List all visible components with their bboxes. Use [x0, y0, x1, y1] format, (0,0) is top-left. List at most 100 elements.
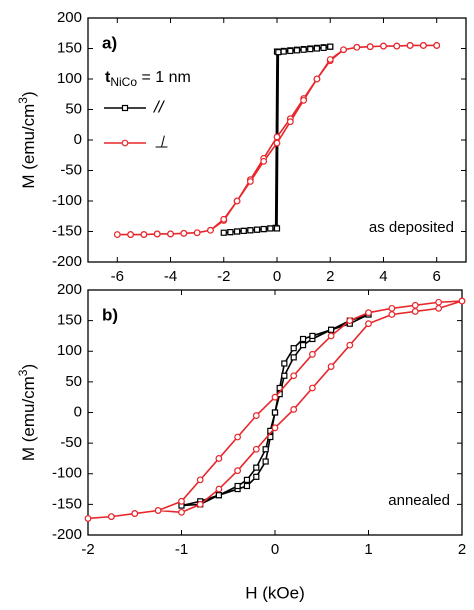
marker — [233, 197, 241, 205]
marker — [252, 445, 260, 453]
marker — [380, 42, 387, 50]
marker — [262, 446, 269, 453]
y-label-text: M (emu/cm — [19, 104, 38, 189]
marker — [309, 384, 316, 392]
marker — [196, 500, 204, 508]
marker — [411, 301, 419, 309]
marker — [388, 311, 396, 318]
panel-label: a) — [102, 33, 117, 52]
y-tick-label: -150 — [52, 222, 82, 239]
marker — [220, 229, 227, 236]
x-axis-label: H (kOe) — [245, 583, 305, 602]
marker — [180, 229, 188, 237]
marker — [253, 226, 261, 233]
marker — [178, 497, 185, 505]
marker — [281, 372, 288, 379]
y-tick-label: 150 — [57, 39, 82, 56]
marker — [420, 42, 427, 49]
marker — [253, 473, 260, 480]
marker — [290, 406, 298, 413]
marker — [458, 297, 466, 305]
marker — [247, 227, 254, 234]
marker — [207, 226, 214, 234]
marker — [140, 231, 148, 238]
y-label-sup: 3 — [16, 369, 30, 376]
marker — [435, 304, 443, 312]
marker — [260, 225, 267, 233]
y-tick-label: 0 — [74, 131, 82, 148]
marker — [327, 363, 335, 370]
y-tick-label: -100 — [52, 192, 82, 209]
marker — [290, 354, 297, 361]
marker — [234, 433, 242, 441]
marker — [287, 47, 294, 55]
legend-marker — [121, 104, 129, 112]
marker — [267, 225, 274, 232]
annotation: tNiCo = 1 nm — [105, 69, 191, 89]
y-tick-label: 100 — [57, 70, 82, 87]
marker — [243, 482, 251, 490]
y-label-end: ) — [19, 91, 38, 97]
marker — [273, 139, 281, 147]
x-tick-label: -2 — [81, 541, 94, 558]
marker — [299, 335, 307, 343]
annotation-rest: = 1 nm — [137, 69, 191, 86]
marker — [234, 482, 241, 490]
marker — [243, 476, 251, 483]
marker — [260, 157, 268, 165]
y-label-end: ) — [19, 364, 38, 370]
marker — [346, 317, 354, 325]
marker — [327, 43, 334, 50]
marker — [328, 326, 335, 333]
marker — [271, 393, 279, 401]
marker — [240, 227, 247, 234]
annotation-main: t — [105, 69, 111, 86]
marker — [280, 48, 287, 55]
y-tick-label: 150 — [57, 312, 82, 329]
marker — [299, 342, 307, 349]
marker — [153, 230, 161, 238]
x-tick-label: 4 — [379, 268, 387, 285]
marker — [366, 43, 374, 51]
marker — [393, 42, 401, 50]
marker — [340, 46, 347, 54]
marker — [193, 229, 201, 237]
y-axis-label: M (emu/cm3) — [16, 364, 38, 461]
marker — [411, 308, 419, 315]
marker — [293, 47, 301, 54]
marker — [326, 56, 334, 63]
x-tick-label: 2 — [326, 268, 334, 285]
marker — [307, 46, 314, 53]
marker — [309, 332, 316, 340]
y-tick-label: -100 — [52, 465, 82, 482]
marker — [271, 424, 279, 432]
y-label-sup: 3 — [16, 97, 30, 104]
x-tick-label: 1 — [364, 541, 372, 558]
x-tick-label: 6 — [433, 268, 441, 285]
marker — [346, 341, 354, 349]
marker — [107, 513, 115, 521]
y-tick-label: 200 — [57, 9, 82, 26]
marker — [353, 43, 361, 51]
x-tick-label: -2 — [217, 268, 230, 285]
marker — [262, 458, 269, 465]
marker — [178, 508, 185, 516]
marker — [167, 230, 174, 238]
marker — [313, 75, 321, 83]
y-tick-label: -50 — [60, 161, 82, 178]
marker — [388, 304, 396, 312]
marker — [246, 178, 254, 185]
x-tick-label: -4 — [164, 268, 177, 285]
marker — [290, 345, 297, 352]
marker — [127, 231, 134, 238]
legend-marker — [121, 139, 129, 147]
y-tick-label: 100 — [57, 342, 82, 359]
marker — [227, 229, 234, 236]
legend-label: // — [153, 97, 166, 116]
marker — [365, 309, 372, 317]
marker — [84, 515, 92, 522]
marker — [131, 510, 139, 517]
y-tick-label: 200 — [57, 281, 82, 298]
